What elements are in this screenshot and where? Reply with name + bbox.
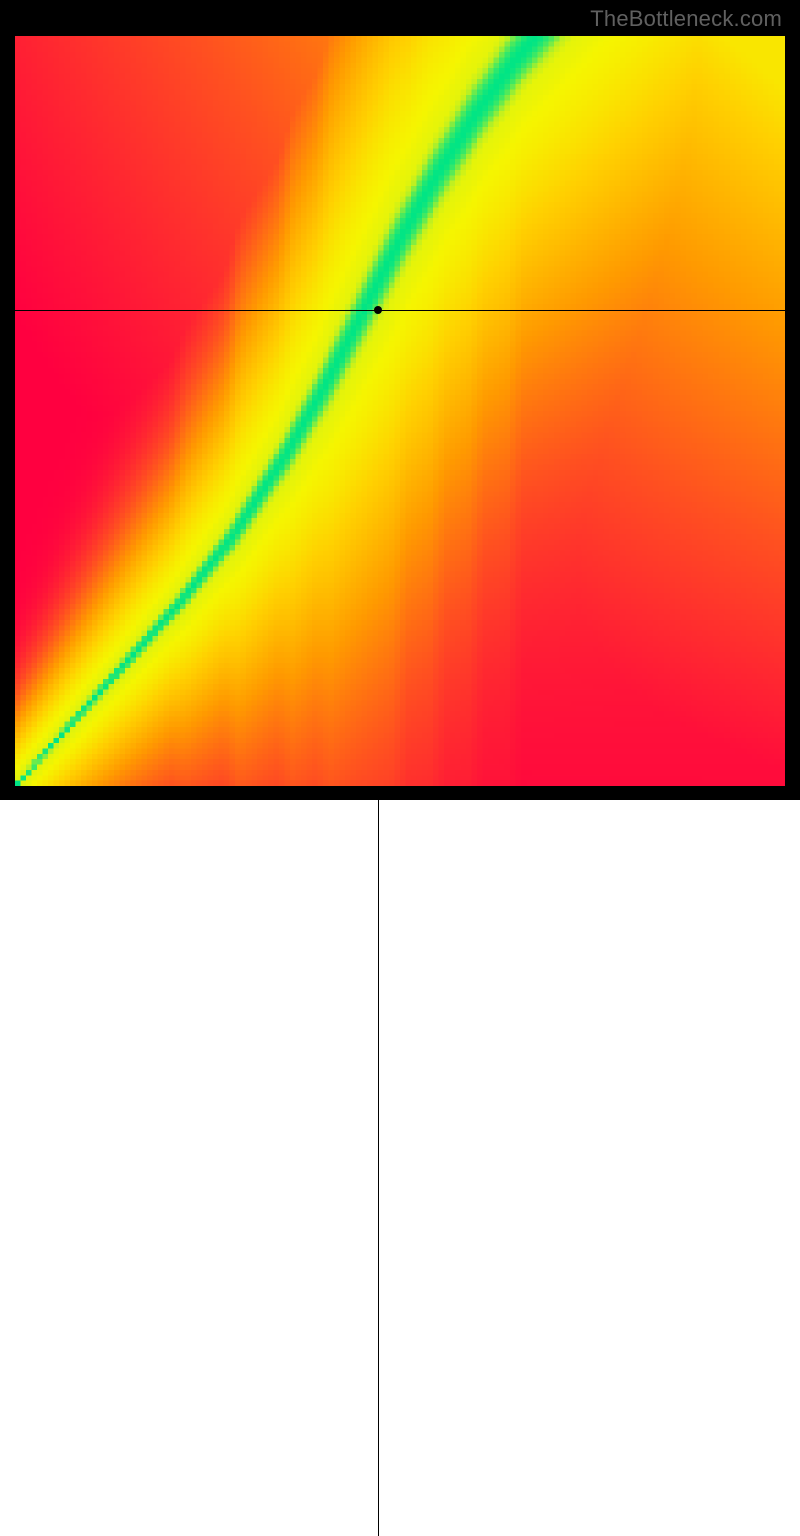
crosshair-vertical — [378, 786, 379, 1536]
chart-container: TheBottleneck.com — [0, 0, 800, 800]
heatmap-plot-area — [15, 36, 785, 786]
data-point-marker — [374, 306, 382, 314]
heatmap-canvas — [15, 36, 785, 786]
crosshair-horizontal — [15, 310, 785, 311]
watermark-text: TheBottleneck.com — [590, 6, 782, 32]
